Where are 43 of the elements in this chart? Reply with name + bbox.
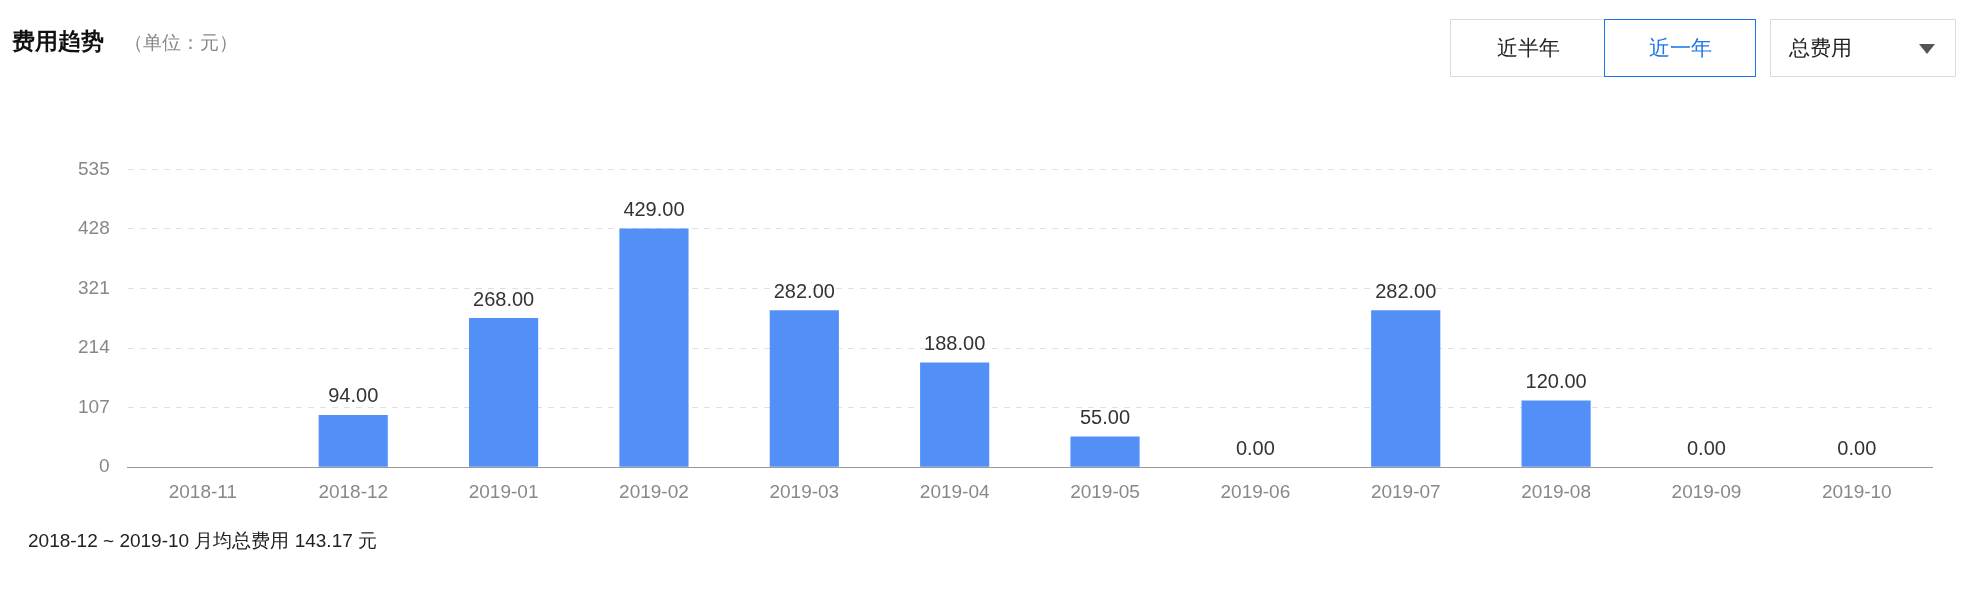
y-tick-label: 107 [78, 395, 110, 417]
data-label: 429.00 [623, 197, 685, 220]
bar [619, 228, 689, 467]
y-tick-label: 0 [99, 455, 110, 477]
data-label: 188.00 [924, 332, 986, 355]
bar [920, 362, 990, 467]
data-label: 0.00 [1686, 436, 1726, 459]
bar [1070, 436, 1140, 467]
data-label: 94.00 [328, 384, 379, 407]
x-tick-label: 2018-11 [168, 480, 238, 502]
x-tick-label: 2019-03 [769, 480, 840, 502]
data-label: 282.00 [773, 279, 835, 302]
toggle-button: 近半年 [1450, 19, 1606, 77]
x-tick-label: 2019-08 [1521, 480, 1591, 502]
data-label: 0.00 [1837, 436, 1877, 459]
chart-subtitle: （单位：元） [124, 31, 238, 55]
x-tick-label: 2019-01 [468, 480, 539, 502]
text: 2018-12 ~ 2019-10 月均总费用 143.17 元 [28, 529, 378, 553]
x-tick-label: 2019-09 [1671, 480, 1742, 502]
x-tick-label: 2019-07 [1370, 480, 1441, 502]
bar [769, 310, 839, 467]
data-label: 120.00 [1525, 369, 1587, 392]
y-tick-label: 321 [78, 276, 110, 298]
x-tick-label: 2019-02 [619, 480, 689, 502]
dropdown-field: 总费用 [1770, 19, 1956, 77]
x-tick-label: 2018-12 [318, 480, 389, 502]
y-tick-label: 214 [78, 336, 111, 358]
data-label: 0.00 [1235, 436, 1275, 459]
toggle-button: 近一年 [1604, 19, 1756, 77]
bar [469, 318, 539, 467]
x-tick-label: 2019-10 [1821, 480, 1892, 502]
x-tick-label: 2019-05 [1070, 480, 1140, 502]
y-tick-label: 535 [78, 157, 110, 179]
x-tick-label: 2019-04 [919, 480, 990, 502]
data-label: 282.00 [1375, 279, 1437, 302]
bar [318, 414, 388, 467]
y-tick-label: 428 [78, 217, 110, 239]
data-label: 268.00 [473, 287, 535, 310]
chart-title: 费用趋势 [12, 27, 104, 56]
bar [1521, 400, 1591, 467]
x-tick-label: 2019-06 [1220, 480, 1291, 502]
bar [1371, 310, 1441, 467]
data-label: 55.00 [1080, 406, 1131, 429]
